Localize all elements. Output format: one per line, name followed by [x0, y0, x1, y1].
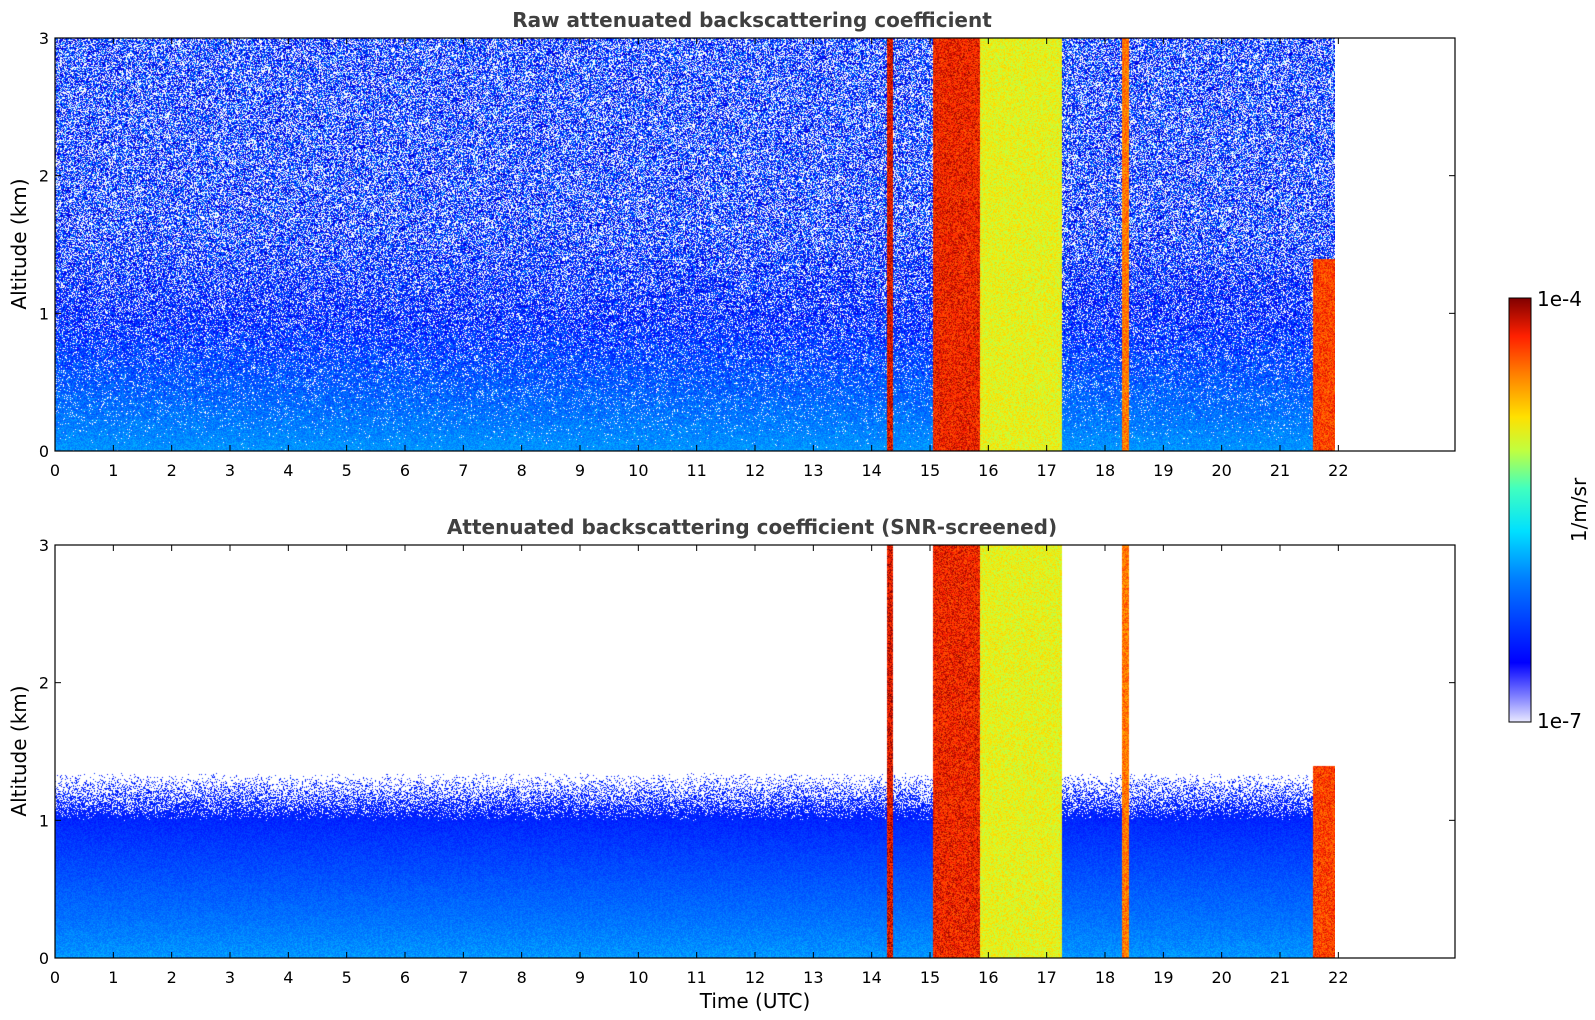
x-tick-label: 12 [745, 968, 765, 987]
x-tick-label: 10 [628, 461, 648, 480]
panel-raw-ylabel: Altitude (km) [7, 178, 31, 309]
x-tick-label: 5 [342, 968, 352, 987]
x-tick-label: 8 [517, 968, 527, 987]
panel-raw-x-ticks: 0 1 2 3 4 5 6 7 8 9 10 11 12 13 14 15 16 17 18 19 20 21 22 [50, 38, 1349, 480]
x-tick-label: 11 [686, 461, 706, 480]
x-tick-label: 7 [458, 461, 468, 480]
x-tick-label: 16 [978, 968, 998, 987]
panel-screened-title: Attenuated backscattering coefficient (S… [447, 515, 1057, 539]
x-tick-label: 6 [400, 968, 410, 987]
x-tick-label: 22 [1328, 461, 1348, 480]
colorbar-gradient [1508, 297, 1532, 723]
colorbar: 1e-4 1e-7 1/m/sr [1508, 287, 1591, 733]
x-tick-label: 8 [517, 461, 527, 480]
x-tick-label: 20 [1211, 461, 1231, 480]
x-tick-label: 7 [458, 968, 468, 987]
panel-screened: Attenuated backscattering coefficient (S… [7, 515, 1456, 1013]
x-tick-label: 14 [861, 968, 881, 987]
x-tick-label: 2 [167, 968, 177, 987]
y-tick-label: 2 [39, 167, 49, 186]
x-tick-label: 19 [1153, 461, 1173, 480]
colorbar-min-label: 1e-7 [1537, 709, 1582, 733]
x-tick-label: 9 [575, 461, 585, 480]
colorbar-max-label: 1e-4 [1537, 287, 1582, 311]
x-tick-label: 18 [1095, 461, 1115, 480]
y-tick-label: 0 [39, 949, 49, 968]
y-tick-label: 3 [39, 536, 49, 555]
x-tick-label: 0 [50, 461, 60, 480]
panel-raw: Raw attenuated backscattering coefficien… [7, 8, 1456, 480]
x-tick-label: 11 [686, 968, 706, 987]
x-tick-label: 17 [1036, 461, 1056, 480]
x-tick-label: 1 [108, 968, 118, 987]
x-tick-label: 20 [1211, 968, 1231, 987]
x-tick-label: 4 [283, 461, 293, 480]
x-tick-label: 15 [920, 461, 940, 480]
x-tick-label: 2 [167, 461, 177, 480]
panel-raw-heatmap [55, 38, 1335, 451]
y-tick-label: 2 [39, 674, 49, 693]
x-tick-label: 15 [920, 968, 940, 987]
y-tick-label: 3 [39, 29, 49, 48]
colorbar-unit-label: 1/m/sr [1567, 477, 1591, 542]
x-tick-label: 12 [745, 461, 765, 480]
x-tick-label: 18 [1095, 968, 1115, 987]
x-tick-label: 13 [803, 968, 823, 987]
panel-screened-xlabel: Time (UTC) [699, 989, 811, 1013]
heatmap-image [55, 38, 1335, 451]
panel-screened-x-ticks: 0 1 2 3 4 5 6 7 8 9 10 11 12 13 14 15 16 17 18 19 20 21 22 [50, 545, 1349, 987]
x-tick-label: 16 [978, 461, 998, 480]
y-tick-label: 0 [39, 442, 49, 461]
x-tick-label: 19 [1153, 968, 1173, 987]
x-tick-label: 10 [628, 968, 648, 987]
x-tick-label: 14 [861, 461, 881, 480]
panel-raw-title: Raw attenuated backscattering coefficien… [512, 8, 992, 32]
x-tick-label: 3 [225, 968, 235, 987]
x-tick-label: 21 [1270, 968, 1290, 987]
y-tick-label: 1 [39, 811, 49, 830]
x-tick-label: 21 [1270, 461, 1290, 480]
x-tick-label: 4 [283, 968, 293, 987]
heatmap-image [55, 545, 1335, 958]
panel-screened-heatmap [55, 545, 1335, 958]
x-tick-label: 6 [400, 461, 410, 480]
x-tick-label: 1 [108, 461, 118, 480]
y-tick-label: 1 [39, 304, 49, 323]
x-tick-label: 0 [50, 968, 60, 987]
x-tick-label: 17 [1036, 968, 1056, 987]
x-tick-label: 5 [342, 461, 352, 480]
panel-screened-ylabel: Altitude (km) [7, 685, 31, 816]
x-tick-label: 13 [803, 461, 823, 480]
panel-raw-y-ticks: 0 1 2 3 [39, 29, 1455, 461]
x-tick-label: 9 [575, 968, 585, 987]
x-tick-label: 3 [225, 461, 235, 480]
x-tick-label: 22 [1328, 968, 1348, 987]
panel-screened-y-ticks: 0 1 2 3 [39, 536, 1455, 968]
